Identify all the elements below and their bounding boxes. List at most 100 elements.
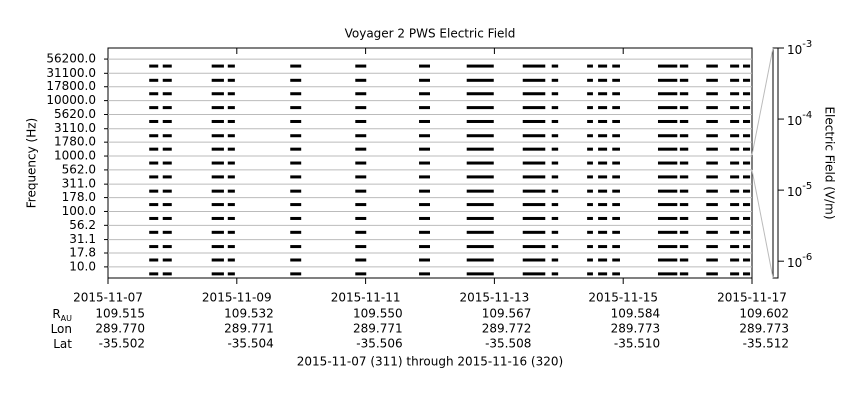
ephemeris-value: -35.504 xyxy=(227,337,273,351)
data-dash xyxy=(657,230,678,234)
data-dash xyxy=(522,230,546,234)
data-dash xyxy=(657,64,678,68)
data-dash xyxy=(679,78,689,82)
data-dash xyxy=(211,92,224,96)
ephemeris-value: 289.770 xyxy=(95,322,145,336)
data-dash xyxy=(657,203,678,207)
row-label: Lon xyxy=(51,322,72,336)
data-dash xyxy=(587,106,593,110)
data-dash xyxy=(149,189,159,193)
y2-tick-label: 10-4 xyxy=(787,110,812,128)
data-dash xyxy=(522,203,546,207)
data-dash xyxy=(162,272,172,276)
data-dash xyxy=(522,272,546,276)
data-dash xyxy=(679,147,689,151)
data-dash xyxy=(730,119,740,123)
data-dash xyxy=(551,147,559,151)
data-dash xyxy=(522,161,546,165)
y-tick-label: 56200.0 xyxy=(46,52,96,66)
data-dash xyxy=(162,189,172,193)
data-dash xyxy=(149,64,159,68)
data-dash xyxy=(419,272,430,276)
ephemeris-value: -35.508 xyxy=(485,337,531,351)
data-dash xyxy=(706,134,718,138)
data-dash xyxy=(598,119,608,123)
data-dash xyxy=(730,161,740,165)
data-dash xyxy=(598,78,608,82)
data-dash xyxy=(612,245,620,249)
data-dash xyxy=(730,147,740,151)
data-dash xyxy=(587,147,593,151)
data-dash xyxy=(419,230,430,234)
footer: 2015-11-07 (311) through 2015-11-16 (320… xyxy=(297,355,563,369)
data-dash xyxy=(679,175,689,179)
data-dash xyxy=(522,175,546,179)
x-tick-label: 2015-11-11 xyxy=(331,291,401,305)
data-dash xyxy=(290,175,302,179)
data-dash xyxy=(290,272,302,276)
data-dash xyxy=(466,216,494,220)
data-dash xyxy=(742,245,751,249)
data-dash xyxy=(598,92,608,96)
data-dash xyxy=(227,189,235,193)
data-dash xyxy=(211,258,224,262)
data-dash xyxy=(657,134,678,138)
data-dash xyxy=(598,175,608,179)
data-dash xyxy=(227,175,235,179)
data-dash xyxy=(612,147,620,151)
data-dash xyxy=(162,230,172,234)
y2-tick-label: 10-3 xyxy=(787,39,812,57)
data-dash xyxy=(290,189,302,193)
data-dash xyxy=(587,189,593,193)
data-dash xyxy=(679,245,689,249)
data-dash xyxy=(612,92,620,96)
y-tick-label: 100.0 xyxy=(62,204,96,218)
data-dash xyxy=(466,230,494,234)
data-dash xyxy=(706,230,718,234)
y-tick-label: 10.0 xyxy=(69,259,96,273)
data-dash xyxy=(522,134,546,138)
y-tick-label: 1000.0 xyxy=(54,149,96,163)
data-dash xyxy=(466,258,494,262)
data-dash xyxy=(742,147,751,151)
y-tick-label: 3110.0 xyxy=(54,121,96,135)
data-dash xyxy=(162,106,172,110)
data-dash xyxy=(706,245,718,249)
data-dash xyxy=(227,161,235,165)
data-dash xyxy=(149,119,159,123)
data-dash xyxy=(419,106,430,110)
row-label-main: Lon xyxy=(51,322,72,336)
data-dash xyxy=(551,175,559,179)
data-dash xyxy=(706,161,718,165)
data-dash xyxy=(419,92,430,96)
y2-tick-base: 10 xyxy=(787,43,802,57)
data-dash xyxy=(587,272,593,276)
y-tick-label: 56.2 xyxy=(69,218,96,232)
data-dash xyxy=(290,258,302,262)
data-dash xyxy=(522,189,546,193)
data-dash xyxy=(290,64,302,68)
data-dash xyxy=(587,203,593,207)
data-dash xyxy=(730,189,740,193)
y2-tick-label: 10-5 xyxy=(787,181,812,199)
data-dash xyxy=(612,216,620,220)
data-dash xyxy=(290,78,302,82)
data-dash xyxy=(706,92,718,96)
data-dash xyxy=(149,106,159,110)
data-dash xyxy=(355,230,367,234)
data-dash xyxy=(679,203,689,207)
data-dash xyxy=(706,64,718,68)
data-dash xyxy=(587,161,593,165)
data-dash xyxy=(419,147,430,151)
data-dash xyxy=(522,216,546,220)
data-dash xyxy=(551,258,559,262)
ephemeris-value: 109.532 xyxy=(224,307,274,321)
data-dash xyxy=(706,258,718,262)
data-dash xyxy=(742,134,751,138)
data-dash xyxy=(162,78,172,82)
data-dash xyxy=(598,272,608,276)
data-dash xyxy=(587,258,593,262)
data-dash xyxy=(355,203,367,207)
data-dash xyxy=(211,175,224,179)
data-dash xyxy=(551,64,559,68)
